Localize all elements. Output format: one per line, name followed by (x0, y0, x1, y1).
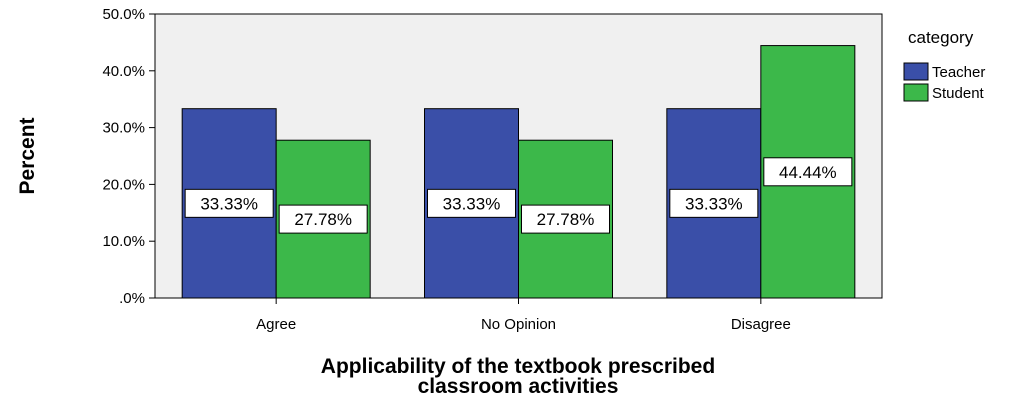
data-label: 33.33% (184, 188, 274, 218)
x-tick-label: Agree (256, 316, 296, 333)
data-label: 33.33% (669, 188, 759, 218)
x-tick-label: Disagree (731, 316, 791, 333)
y-tick-label: 50.0% (102, 6, 145, 23)
data-label-box (763, 157, 853, 187)
data-label-box (278, 204, 368, 234)
data-label-box (427, 188, 516, 218)
y-tick-label: .0% (119, 290, 145, 307)
legend-swatch-teacher (903, 62, 929, 81)
data-labels: 33.33% 27.78% 33.33% 27.78% 33.33% 44.44% (184, 157, 853, 234)
data-label-text: 27.78% (537, 210, 595, 229)
x-tick-label: No Opinion (481, 316, 556, 333)
y-tick-label: 10.0% (102, 233, 145, 250)
y-tick-label: 30.0% (102, 120, 145, 137)
x-axis-title-line-1: Applicability of the textbook prescribed (321, 355, 715, 378)
data-label-box (669, 188, 759, 218)
data-label-text: 27.78% (294, 210, 352, 229)
legend-items: Teacher Student (903, 62, 985, 102)
data-label-text: 33.33% (200, 194, 258, 213)
x-axis: Agree No Opinion Disagree (256, 298, 791, 333)
legend-label-teacher: Teacher (932, 64, 985, 81)
data-label-text: 44.44% (779, 163, 837, 182)
legend: category Teacher Student (903, 28, 985, 102)
y-tick-label: 40.0% (102, 63, 145, 80)
data-label: 27.78% (278, 204, 368, 234)
legend-label-student: Student (932, 85, 985, 102)
data-label: 44.44% (763, 157, 853, 187)
legend-title: category (908, 28, 974, 47)
data-label: 33.33% (427, 188, 516, 218)
legend-swatch-student (903, 83, 929, 102)
y-tick-label: 20.0% (102, 176, 145, 193)
data-label-box (184, 188, 274, 218)
data-label-box (521, 204, 610, 234)
y-axis-title: Percent (16, 117, 39, 194)
data-label-text: 33.33% (685, 194, 743, 213)
data-label-text: 33.33% (443, 194, 501, 213)
y-axis: .0% 10.0% 20.0% 30.0% 40.0% 50.0% (102, 6, 155, 307)
x-axis-title-line-2: classroom activities (418, 375, 619, 398)
data-label: 27.78% (521, 204, 610, 234)
